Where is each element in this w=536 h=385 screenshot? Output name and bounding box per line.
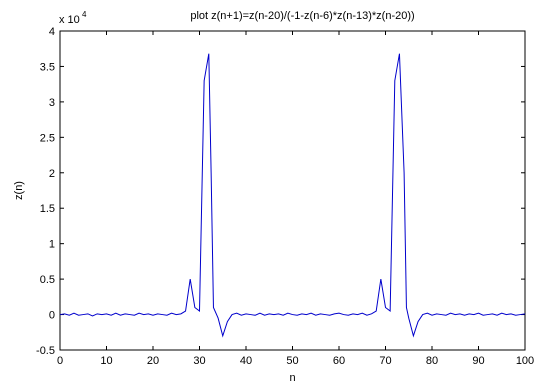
chart-title: plot z(n+1)=z(n-20)/(-1-z(n-6)*z(n-13)*z… (190, 10, 414, 22)
x-tick-label: 90 (472, 355, 484, 367)
y-tick-label: 0.5 (40, 274, 55, 286)
x-tick-label: 100 (516, 355, 534, 367)
y-axis: -0.5 0 0.5 1 1.5 2 2.5 3 3.5 4 (36, 26, 525, 357)
y-tick-label: 4 (49, 26, 55, 38)
y-axis-multiplier: x 10 4 (59, 10, 87, 26)
y-tick-label: 1 (49, 239, 55, 251)
x-axis-label: n (289, 372, 295, 384)
y-axis-multiplier-base: x 10 (59, 14, 80, 26)
x-axis: 0 10 20 30 40 50 60 70 80 90 100 (57, 31, 534, 367)
x-tick-label: 80 (426, 355, 438, 367)
x-tick-label: 0 (57, 355, 63, 367)
x-tick-label: 20 (147, 355, 159, 367)
x-tick-label: 70 (379, 355, 391, 367)
x-tick-label: 10 (100, 355, 112, 367)
plot-area (59, 30, 526, 351)
y-tick-label: 2.5 (40, 132, 55, 144)
y-tick-label: 0 (49, 310, 55, 322)
y-tick-label: 2 (49, 168, 55, 180)
x-tick-label: 60 (333, 355, 345, 367)
y-tick-label: 3 (49, 97, 55, 109)
x-tick-label: 50 (286, 355, 298, 367)
x-tick-label: 40 (240, 355, 252, 367)
y-tick-label: -0.5 (36, 345, 55, 357)
y-axis-label: z(n) (13, 181, 25, 200)
y-tick-label: 3.5 (40, 61, 55, 73)
x-tick-label: 30 (193, 355, 205, 367)
y-tick-label: 1.5 (40, 203, 55, 215)
series-line (59, 53, 526, 338)
y-axis-multiplier-exponent: 4 (82, 10, 87, 19)
